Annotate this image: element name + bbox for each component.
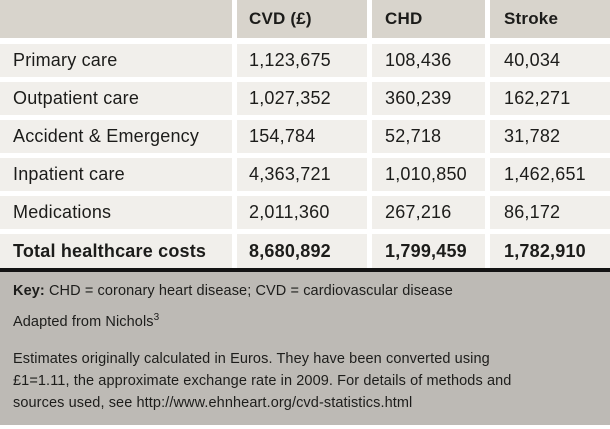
value-cell-chd: 360,239 <box>372 82 485 115</box>
row-label: Medications <box>0 196 232 229</box>
source-text: Adapted from Nichols <box>13 314 154 330</box>
healthcare-costs-table: CVD (£) CHD Stroke Primary care 1,123,67… <box>0 0 610 268</box>
total-value-cvd: 8,680,892 <box>237 234 367 268</box>
value-cell-cvd: 2,011,360 <box>237 196 367 229</box>
value-cell-stroke: 86,172 <box>490 196 610 229</box>
table-row-outpatient-care: Outpatient care 1,027,352 360,239 162,27… <box>0 82 610 115</box>
total-row-label: Total healthcare costs <box>0 234 232 268</box>
note-line-2: £1=1.11, the approximate exchange rate i… <box>13 373 512 389</box>
source-reference-superscript: 3 <box>153 312 160 324</box>
table-header-row: CVD (£) CHD Stroke <box>0 0 610 38</box>
key-line: Key: CHD = coronary heart disease; CVD =… <box>13 282 596 301</box>
value-cell-chd: 52,718 <box>372 120 485 153</box>
methods-note: Estimates originally calculated in Euros… <box>13 348 596 414</box>
value-cell-cvd: 4,363,721 <box>237 158 367 191</box>
value-cell-stroke: 1,462,651 <box>490 158 610 191</box>
value-cell-chd: 1,010,850 <box>372 158 485 191</box>
total-value-stroke: 1,782,910 <box>490 234 610 268</box>
table-row-primary-care: Primary care 1,123,675 108,436 40,034 <box>0 44 610 77</box>
value-cell-chd: 267,216 <box>372 196 485 229</box>
table-row-inpatient-care: Inpatient care 4,363,721 1,010,850 1,462… <box>0 158 610 191</box>
row-label: Accident & Emergency <box>0 120 232 153</box>
row-label: Inpatient care <box>0 158 232 191</box>
value-cell-cvd: 154,784 <box>237 120 367 153</box>
table-row-total: Total healthcare costs 8,680,892 1,799,4… <box>0 234 610 268</box>
note-line-3: sources used, see http://www.ehnheart.or… <box>13 395 413 411</box>
key-text: CHD = coronary heart disease; CVD = card… <box>44 283 453 299</box>
value-cell-stroke: 31,782 <box>490 120 610 153</box>
source-line: Adapted from Nichols3 <box>13 313 596 332</box>
row-label: Primary care <box>0 44 232 77</box>
table-row-accident-emergency: Accident & Emergency 154,784 52,718 31,7… <box>0 120 610 153</box>
value-cell-stroke: 162,271 <box>490 82 610 115</box>
column-header-chd: CHD <box>372 0 485 38</box>
note-line-1: Estimates originally calculated in Euros… <box>13 351 490 367</box>
total-value-chd: 1,799,459 <box>372 234 485 268</box>
key-label: Key: <box>13 283 45 299</box>
value-cell-chd: 108,436 <box>372 44 485 77</box>
value-cell-cvd: 1,123,675 <box>237 44 367 77</box>
value-cell-stroke: 40,034 <box>490 44 610 77</box>
column-header-stroke: Stroke <box>490 0 610 38</box>
column-header-cvd: CVD (£) <box>237 0 367 38</box>
table-row-medications: Medications 2,011,360 267,216 86,172 <box>0 196 610 229</box>
column-header-empty <box>0 0 232 38</box>
value-cell-cvd: 1,027,352 <box>237 82 367 115</box>
table-footnote: Key: CHD = coronary heart disease; CVD =… <box>0 268 610 425</box>
row-label: Outpatient care <box>0 82 232 115</box>
